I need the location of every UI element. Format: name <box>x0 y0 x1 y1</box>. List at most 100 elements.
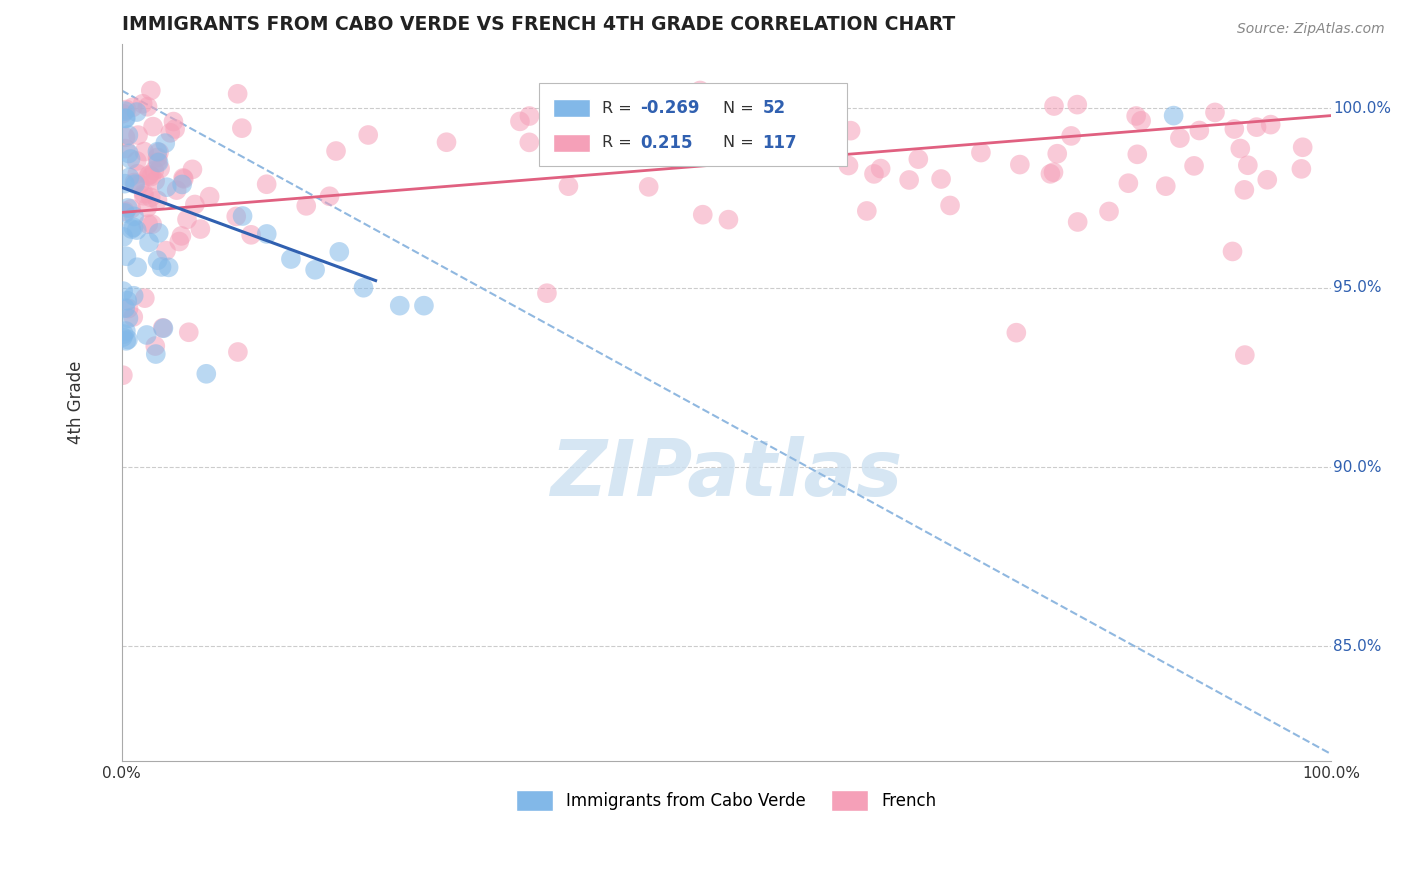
Point <box>280 252 302 266</box>
Point <box>536 286 558 301</box>
Text: ZIPatlas: ZIPatlas <box>550 436 903 512</box>
Point <box>122 220 145 235</box>
Point <box>124 177 146 191</box>
Point <box>117 333 139 347</box>
Point <box>436 135 458 149</box>
Point <box>1060 128 1083 143</box>
Point <box>1260 118 1282 132</box>
Point <box>114 204 136 219</box>
Point <box>1223 122 1246 136</box>
Point <box>136 217 159 231</box>
Text: N =: N = <box>723 101 758 116</box>
Text: -0.269: -0.269 <box>640 99 700 117</box>
Point <box>325 144 347 158</box>
Point <box>256 227 278 241</box>
Text: 4th Grade: 4th Grade <box>66 360 84 444</box>
Point <box>388 299 411 313</box>
Point <box>155 136 177 150</box>
Point <box>295 199 318 213</box>
Point <box>177 325 200 339</box>
Point <box>156 180 179 194</box>
Legend: Immigrants from Cabo Verde, French: Immigrants from Cabo Verde, French <box>509 784 943 817</box>
Text: R =: R = <box>602 136 637 150</box>
Point <box>112 284 135 298</box>
Point <box>226 345 249 359</box>
Text: 117: 117 <box>762 134 797 152</box>
Point <box>131 96 153 111</box>
Point <box>148 226 170 240</box>
Point <box>114 112 136 126</box>
Text: 100.0%: 100.0% <box>1333 101 1392 116</box>
Point <box>1098 204 1121 219</box>
Point <box>148 145 170 160</box>
Point <box>1043 99 1066 113</box>
Point <box>1130 113 1153 128</box>
Point <box>1125 109 1147 123</box>
Point <box>689 83 711 97</box>
Point <box>145 347 167 361</box>
Point <box>143 339 166 353</box>
Point <box>1066 215 1088 229</box>
Point <box>517 136 540 150</box>
Point <box>1292 140 1315 154</box>
Point <box>856 203 879 218</box>
Point <box>155 244 177 258</box>
Point <box>114 112 136 126</box>
Point <box>1233 183 1256 197</box>
Point <box>146 150 169 164</box>
Point <box>328 244 350 259</box>
Point <box>675 146 697 161</box>
Point <box>159 126 181 140</box>
Point <box>170 228 193 243</box>
Point <box>167 235 190 249</box>
Point <box>1222 244 1244 259</box>
Point <box>863 167 886 181</box>
Point <box>122 289 145 303</box>
Point <box>165 122 187 136</box>
Text: 90.0%: 90.0% <box>1333 459 1382 475</box>
Point <box>150 260 173 274</box>
Point <box>146 155 169 169</box>
Point <box>1042 165 1064 179</box>
Point <box>124 176 146 190</box>
Point <box>136 201 159 215</box>
Point <box>519 109 541 123</box>
Point <box>195 367 218 381</box>
Point <box>138 235 160 250</box>
Text: R =: R = <box>602 101 637 116</box>
Point <box>134 145 156 159</box>
Point <box>1118 176 1140 190</box>
Point <box>136 100 159 114</box>
Point <box>929 172 952 186</box>
Point <box>111 368 134 383</box>
Point <box>118 146 141 161</box>
Point <box>132 186 155 201</box>
Point <box>509 114 531 128</box>
Point <box>1256 173 1278 187</box>
Text: 85.0%: 85.0% <box>1333 639 1382 654</box>
Point <box>318 189 340 203</box>
Point <box>1008 158 1031 172</box>
Point <box>141 169 163 184</box>
Point <box>120 202 142 216</box>
Point <box>1126 147 1149 161</box>
Point <box>1291 161 1313 176</box>
Point <box>146 145 169 159</box>
Point <box>184 197 207 211</box>
Point <box>127 260 149 275</box>
Point <box>142 120 165 134</box>
Point <box>122 310 145 324</box>
Point <box>138 168 160 182</box>
Point <box>1182 159 1205 173</box>
Point <box>114 130 136 145</box>
Point <box>869 161 891 176</box>
Point <box>117 301 139 316</box>
Point <box>148 155 170 169</box>
Point <box>939 198 962 212</box>
Point <box>114 142 136 156</box>
Point <box>1005 326 1028 340</box>
Point <box>176 212 198 227</box>
Point <box>637 179 659 194</box>
Point <box>125 153 148 168</box>
Point <box>181 162 204 177</box>
